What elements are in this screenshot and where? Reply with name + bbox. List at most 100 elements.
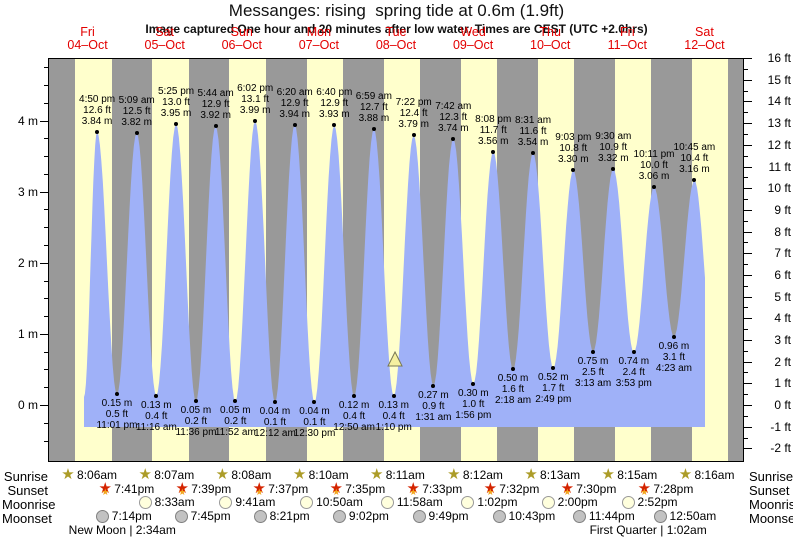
y-axis-left-tick bbox=[40, 405, 48, 406]
tide-extreme-label: 10:45 am 10.4 ft 3.16 m bbox=[673, 142, 716, 176]
y-axis-right-tick bbox=[744, 253, 752, 254]
moonrise-time: 8:33am bbox=[154, 495, 195, 509]
chart-title: Messanges: rising spring tide at 0.6m (1… bbox=[228, 1, 565, 20]
plot-border-top bbox=[48, 58, 744, 59]
tide-extreme-label: 0.13 m 0.4 ft 11:16 am bbox=[135, 399, 177, 433]
sunset-star-icon: ★ ★ bbox=[637, 480, 652, 498]
y-axis-right-tick bbox=[744, 210, 752, 211]
sunrise-star-icon: ★ bbox=[369, 466, 384, 483]
day-name: Mon bbox=[306, 25, 332, 39]
day-date: 10–Oct bbox=[530, 38, 571, 52]
tide-extreme-label: 0.15 m 0.5 ft 11:01 pm bbox=[96, 398, 138, 432]
y-axis-right-tick-label: 1 ft bbox=[774, 376, 791, 391]
moonrise-time: 1:02pm bbox=[477, 495, 518, 509]
tide-extreme-dot bbox=[551, 366, 556, 371]
tide-extreme-dot bbox=[154, 393, 159, 398]
y-axis-left-tick bbox=[44, 281, 48, 282]
moonrise-label-left: Moonrise bbox=[2, 497, 56, 512]
tide-extreme-label: 6:59 am 12.7 ft 3.88 m bbox=[355, 91, 392, 125]
moonset-time: 7:45pm bbox=[190, 509, 231, 523]
y-axis-left-tick bbox=[44, 387, 48, 388]
sunrise-event: ★ 8:13am bbox=[523, 467, 580, 483]
tide-extreme-label: 0.50 m 1.6 ft 2:18 am bbox=[494, 373, 532, 407]
moonset-time: 12:50am bbox=[669, 509, 717, 523]
sunrise-star-icon: ★ bbox=[447, 466, 461, 483]
tide-extreme-dot bbox=[134, 131, 139, 136]
tide-extreme-dot bbox=[371, 127, 376, 132]
tide-extreme-label: 6:20 am 12.9 ft 3.94 m bbox=[276, 86, 313, 120]
moonrise-time: 11:58am bbox=[396, 495, 443, 509]
y-axis-right-tick bbox=[744, 91, 748, 92]
y-axis-left-tick-label: 4 m bbox=[17, 113, 38, 128]
moonset-event: 8:21pm bbox=[253, 509, 310, 523]
sunrise-time: 8:13am bbox=[540, 468, 581, 482]
tide-extreme-dot bbox=[213, 124, 218, 129]
plot-border-bottom bbox=[48, 461, 744, 462]
tide-extreme-label: 8:08 pm 11.7 ft 3.56 m bbox=[475, 113, 512, 147]
moonset-label-left: Moonset bbox=[2, 511, 52, 526]
sunset-star-icon: ★ ★ bbox=[175, 480, 189, 498]
tide-area-fill bbox=[84, 121, 705, 427]
y-axis-right-tick bbox=[744, 199, 748, 200]
y-axis-right-tick bbox=[744, 112, 748, 113]
tide-extreme-label: 0.05 m 0.2 ft 11:52 am bbox=[214, 405, 256, 439]
y-axis-right-tick bbox=[744, 394, 748, 395]
sunrise-star-icon: ★ bbox=[601, 466, 615, 483]
tide-extreme-label: 6:02 pm 13.1 ft 3.99 m bbox=[237, 83, 274, 117]
moonrise-time: 9:41am bbox=[235, 495, 276, 509]
sunset-event: ★ ★ 7:30pm bbox=[559, 481, 617, 498]
y-axis-left-tick bbox=[44, 298, 48, 299]
y-axis-right-tick bbox=[744, 58, 752, 59]
day-date: 11–Oct bbox=[607, 38, 647, 52]
moonset-time: 9:02pm bbox=[348, 509, 389, 523]
y-axis-right-tick-label: 6 ft bbox=[774, 267, 791, 282]
sunrise-time: 8:06am bbox=[77, 468, 118, 482]
y-axis-right-tick bbox=[744, 232, 752, 233]
moon-phase-label: New Moon | 2:34am bbox=[68, 523, 176, 537]
day-name: Sat bbox=[155, 25, 175, 39]
y-axis-right-tick-label: -2 ft bbox=[770, 441, 791, 456]
sunrise-event: ★ 8:11am bbox=[369, 467, 425, 483]
moonset-time: 7:14pm bbox=[111, 509, 152, 523]
sunset-event: ★ ★ 7:41pm bbox=[97, 481, 155, 498]
moonset-event: 9:49pm bbox=[412, 509, 469, 523]
tide-extreme-label: 0.04 m 0.1 ft 12:12 am bbox=[254, 406, 296, 440]
sunrise-time: 8:08am bbox=[231, 468, 272, 482]
moonrise-label-right: Moonrise bbox=[749, 497, 793, 512]
chart-subtitle: Image captured One hour and 20 minutes a… bbox=[145, 22, 648, 36]
sunset-star-icon: ★ ★ bbox=[329, 480, 343, 498]
sunset-star-icon: ★ ★ bbox=[483, 480, 498, 498]
moonrise-event: 9:41am bbox=[219, 495, 275, 509]
tide-extreme-label: 5:09 am 12.5 ft 3.82 m bbox=[118, 95, 155, 129]
tide-extreme-dot bbox=[95, 129, 100, 134]
tide-extreme-dot bbox=[253, 119, 258, 124]
tide-extreme-dot bbox=[631, 350, 636, 355]
day-date: 05–Oct bbox=[144, 38, 185, 52]
day-name: Tue bbox=[385, 25, 407, 39]
y-axis-left-tick bbox=[44, 423, 48, 424]
y-axis-left-tick bbox=[44, 352, 48, 353]
y-axis-right-tick-label: 8 ft bbox=[774, 224, 791, 239]
y-axis-right-tick bbox=[744, 156, 748, 157]
tide-extreme-dot bbox=[671, 334, 676, 339]
y-axis-left-tick bbox=[44, 441, 48, 442]
moonrise-time: 2:00pm bbox=[557, 495, 598, 509]
tide-extreme-label: 4:50 pm 12.6 ft 3.84 m bbox=[79, 93, 116, 127]
tide-extreme-dot bbox=[511, 367, 516, 372]
tide-extreme-dot bbox=[352, 394, 357, 399]
moonset-event: 7:14pm bbox=[95, 509, 152, 523]
day-name: Fri bbox=[620, 25, 635, 39]
moonrise-event: 2:00pm bbox=[541, 495, 598, 509]
tide-extreme-dot bbox=[174, 122, 179, 127]
day-name: Wed bbox=[460, 25, 486, 39]
tide-extreme-label: 9:30 am 10.9 ft 3.32 m bbox=[595, 130, 632, 164]
y-axis-right-tick bbox=[744, 286, 748, 287]
tide-extreme-label: 0.04 m 0.1 ft 12:30 pm bbox=[293, 406, 336, 440]
y-axis-right-tick bbox=[744, 297, 752, 298]
moonrise-circle-icon bbox=[219, 495, 233, 509]
moonrise-time: 10:50am bbox=[316, 495, 363, 509]
capture-time-marker-icon bbox=[387, 350, 403, 367]
y-axis-left-tick bbox=[44, 103, 48, 104]
moonset-time: 10:43pm bbox=[508, 509, 556, 523]
tide-extreme-dot bbox=[431, 383, 436, 388]
